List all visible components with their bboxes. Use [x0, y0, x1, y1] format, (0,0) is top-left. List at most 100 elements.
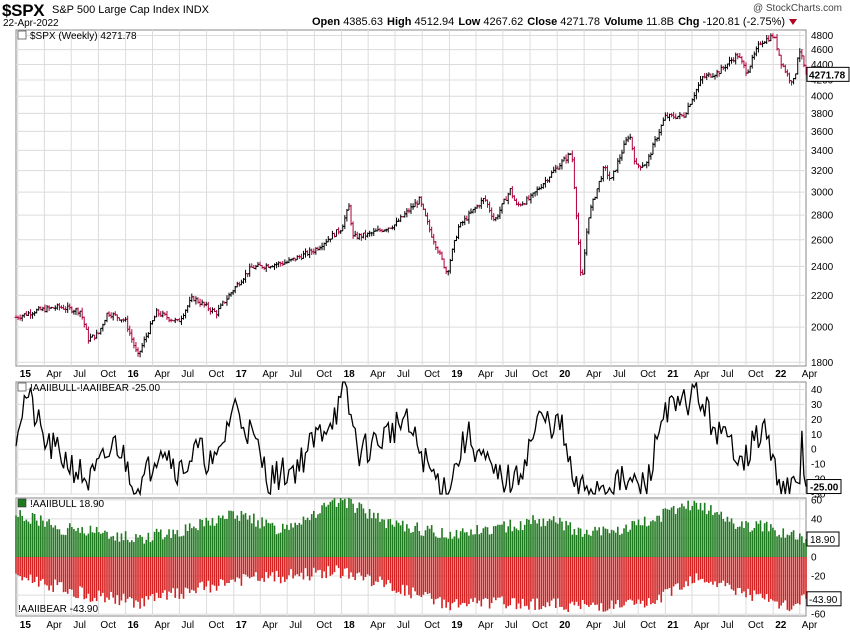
symbol-name: S&P 500 Large Cap Index INDX: [52, 4, 209, 16]
open-value: 4385.63: [343, 16, 383, 28]
price-x-tick: 19: [451, 369, 463, 380]
price-x-tick: Apr: [586, 369, 602, 380]
chart-header: $SPX S&P 500 Large Cap Index INDX 22-Apr…: [0, 0, 850, 30]
bull-legend-swatch: [17, 498, 27, 508]
bear-current-badge: [806, 591, 842, 607]
price-current-badge: [806, 66, 850, 82]
bullbear-x-tick: Apr: [46, 620, 62, 631]
high-value: 4512.94: [414, 16, 455, 28]
price-x-tick: Oct: [748, 369, 764, 380]
price-y-tick: 3800: [811, 109, 834, 120]
bullbear-x-tick: Apr: [694, 620, 710, 631]
price-y-tick: 4800: [811, 31, 834, 42]
price-x-tick: Jul: [181, 369, 194, 380]
high-label: High: [387, 16, 412, 28]
price-y-tick: 4400: [811, 60, 834, 71]
close-label: Close: [527, 16, 558, 28]
price-x-tick: Apr: [370, 369, 386, 380]
bullbear-y-tick: 0: [811, 553, 817, 564]
price-x-tick: 22: [775, 369, 787, 380]
price-x-tick: 16: [128, 369, 140, 380]
bullbear-x-tick: Oct: [100, 620, 116, 631]
volume-value: 11.8B: [646, 16, 675, 28]
bullbear-x-tick: Oct: [748, 620, 764, 631]
price-y-tick: 1800: [811, 358, 834, 369]
price-x-tick: Apr: [154, 369, 170, 380]
price-current-value: 4271.78: [809, 70, 846, 81]
low-value: 4267.62: [483, 16, 524, 28]
bullbear-y-tick: 60: [811, 495, 823, 506]
bull-panel-title: !AAIIBULL 18.90: [30, 499, 105, 510]
price-y-tick: 2200: [811, 291, 834, 302]
spread-y-tick: 20: [811, 415, 823, 426]
price-x-tick: Oct: [640, 369, 656, 380]
bullbear-x-tick: Jul: [721, 620, 734, 631]
bullbear-x-tick: Jul: [73, 620, 86, 631]
price-legend-swatch: [17, 30, 27, 40]
price-x-tick: 15: [20, 369, 32, 380]
bullbear-x-tick: Oct: [209, 620, 225, 631]
price-x-tick: Jul: [721, 369, 734, 380]
price-panel-title: $SPX (Weekly) 4271.78: [30, 31, 137, 42]
price-y-tick: 2600: [811, 235, 834, 246]
bullbear-x-tick: Oct: [532, 620, 548, 631]
open-label: Open: [312, 16, 341, 28]
bullbear-x-tick: 15: [20, 620, 32, 631]
volume-label: Volume: [604, 16, 644, 28]
spread-current-badge: [806, 479, 842, 495]
price-x-tick: 18: [344, 369, 356, 380]
bullbear-x-tick: Jul: [181, 620, 194, 631]
price-y-tick: 2800: [811, 211, 834, 222]
symbol: $SPX: [2, 1, 45, 20]
price-x-tick: Apr: [262, 369, 278, 380]
spread-y-tick: -30: [811, 490, 826, 501]
price-x-tick: Oct: [209, 369, 225, 380]
price-x-tick: Oct: [100, 369, 116, 380]
bullbear-x-tick: 19: [451, 620, 463, 631]
price-x-tick: Apr: [802, 369, 818, 380]
bull-current-value: 18.90: [810, 535, 835, 546]
price-x-tick: Jul: [73, 369, 86, 380]
watermark: @ StockCharts.com: [752, 3, 842, 14]
bear-current-value: -43.90: [809, 595, 838, 606]
price-x-tick: Oct: [424, 369, 440, 380]
price-x-tick: Oct: [532, 369, 548, 380]
ohlc-readout: Open 4385.63 High 4512.94 Low 4267.62 Cl…: [312, 16, 798, 28]
price-y-tick: 3000: [811, 188, 834, 199]
bullbear-x-tick: 17: [236, 620, 248, 631]
bullbear-x-tick: 21: [667, 620, 679, 631]
price-y-tick: 4000: [811, 92, 834, 103]
price-x-tick: 20: [559, 369, 571, 380]
bullbear-panel: 6040200-20-40-60!AAIIBULL 18.90!AAIIBEAR…: [15, 495, 842, 621]
price-x-tick: 17: [236, 369, 248, 380]
bear-panel-title: !AAIIBEAR -43.90: [18, 604, 98, 615]
price-y-tick: 2000: [811, 323, 834, 334]
price-x-tick: Apr: [478, 369, 494, 380]
exchange: INDX: [182, 4, 209, 16]
bullbear-x-tick: Oct: [424, 620, 440, 631]
price-y-tick: 3600: [811, 127, 834, 138]
bull-current-badge: [806, 531, 840, 547]
bullbear-x-tick: Jul: [505, 620, 518, 631]
spread-series-line: [15, 381, 807, 497]
bullbear-x-tick: Apr: [802, 620, 818, 631]
spread-y-tick: -10: [811, 460, 826, 471]
chg-label: Chg: [678, 16, 700, 28]
spread-y-tick: 10: [811, 430, 823, 441]
bullbear-x-tick: Apr: [586, 620, 602, 631]
price-y-tick: 4600: [811, 45, 834, 56]
price-y-tick: 3400: [811, 146, 834, 157]
price-x-tick: Jul: [613, 369, 626, 380]
bullbear-y-tick: -20: [811, 572, 826, 583]
bullbear-x-tick: 22: [775, 620, 787, 631]
index-name: S&P 500 Large Cap Index: [52, 4, 180, 16]
low-label: Low: [458, 16, 481, 28]
bullbear-x-tick: Apr: [478, 620, 494, 631]
bullbear-x-tick: Jul: [613, 620, 626, 631]
bullbear-x-tick: 18: [344, 620, 356, 631]
spread-panel-title: !AAIIBULL-!AAIIBEAR -25.00: [30, 383, 160, 394]
price-y-tick: 3200: [811, 166, 834, 177]
bullbear-x-tick: Apr: [370, 620, 386, 631]
